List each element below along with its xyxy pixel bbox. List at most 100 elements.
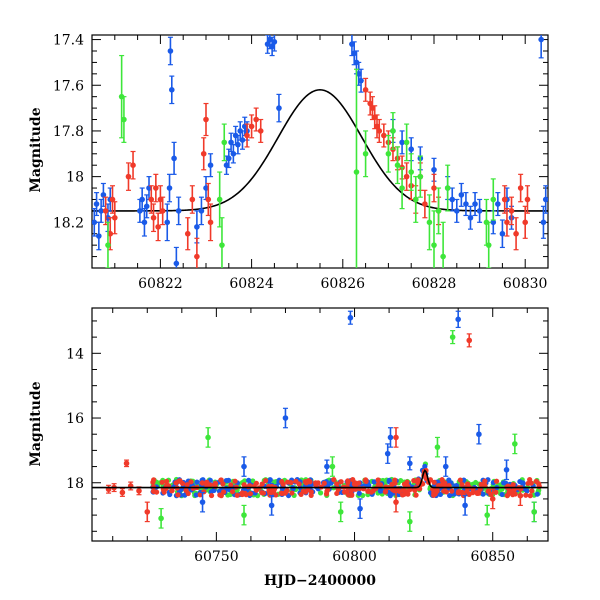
dense-point [441, 488, 447, 494]
dense-point [278, 490, 284, 496]
data-point [403, 123, 410, 162]
y-tick-label: 17.6 [53, 78, 84, 94]
data-point [219, 217, 225, 268]
data-point [442, 456, 449, 477]
data-point [508, 196, 515, 226]
data-point [169, 75, 175, 105]
data-point [109, 185, 116, 214]
data-point [472, 192, 478, 217]
dense-point [529, 488, 535, 494]
data-point [141, 208, 148, 237]
dense-point [439, 477, 445, 483]
data-point [431, 173, 437, 203]
dense-point [279, 479, 285, 485]
data-point [499, 219, 506, 249]
data-point [431, 210, 437, 268]
dense-point [302, 479, 308, 485]
y-tick-label: 18.2 [53, 215, 84, 231]
dense-point [289, 490, 295, 496]
data-point [381, 123, 387, 148]
data-point [226, 148, 232, 169]
dense-point [199, 480, 205, 486]
data-point [282, 407, 289, 429]
data-point [385, 134, 392, 173]
dense-point [411, 478, 417, 484]
data-point [241, 504, 247, 526]
data-point [412, 176, 419, 223]
data-point [467, 205, 474, 230]
data-point [98, 198, 104, 223]
dense-point [455, 490, 461, 496]
dense-point [324, 488, 330, 494]
data-point [374, 114, 380, 139]
data-point [175, 196, 182, 226]
data-point [143, 194, 150, 219]
data-point [476, 423, 482, 445]
data-point [422, 189, 428, 219]
data-point [221, 123, 228, 162]
x-tick-label: 60800 [332, 549, 377, 565]
dense-point [474, 490, 480, 497]
dense-point [368, 489, 374, 495]
dense-point [363, 478, 369, 484]
data-point [166, 173, 173, 203]
dense-point [478, 481, 484, 488]
data-point [125, 162, 132, 191]
data-point [337, 501, 344, 523]
dense-point [351, 481, 357, 487]
dense-point [184, 482, 190, 488]
dense-point [197, 492, 203, 498]
dense-point [232, 478, 238, 484]
dense-point [345, 478, 351, 484]
data-point [159, 196, 166, 226]
data-point [235, 134, 241, 155]
dense-point [288, 479, 294, 486]
top-panel: Magnitude 60822 60824 60826 60828 60830 17.4 1… [28, 33, 549, 292]
dense-point [400, 487, 407, 493]
bottom-panel: Magnitude HJD−2400000 60750 60800 60850 14 1… [28, 307, 549, 589]
dense-point [271, 488, 277, 494]
dense-point [433, 488, 439, 495]
dense-point [449, 488, 455, 494]
dense-point [482, 482, 488, 488]
dense-point [377, 488, 384, 494]
dense-point [151, 488, 157, 495]
dense-point [204, 479, 210, 485]
bottom-xlabel: HJD−2400000 [264, 573, 376, 589]
data-point [362, 77, 369, 102]
dense-point [228, 482, 234, 488]
dense-point [349, 487, 355, 493]
data-point [399, 130, 405, 155]
data-point [121, 96, 127, 143]
data-point [257, 118, 264, 143]
data-point [148, 185, 155, 214]
model-curve [92, 469, 548, 489]
dense-point [356, 480, 362, 486]
data-point [194, 237, 200, 268]
data-point [384, 443, 391, 464]
dense-point [350, 477, 356, 483]
bottom-ticks: 60750 60800 60850 14 16 18 [66, 308, 548, 565]
dense-point [150, 484, 157, 490]
dense-point [221, 489, 227, 495]
data-point [173, 246, 180, 268]
dense-point [371, 479, 377, 485]
dense-point [407, 487, 413, 493]
dense-point [334, 490, 340, 497]
data-point [517, 485, 524, 507]
dense-point [179, 480, 186, 487]
data-point [357, 498, 363, 519]
data-point [105, 484, 112, 494]
dense-point [338, 479, 344, 485]
data-point [387, 427, 394, 448]
dense-point [193, 492, 199, 498]
dense-point [234, 492, 240, 498]
data-point [268, 495, 275, 516]
data-point [130, 150, 136, 180]
data-point [463, 192, 469, 217]
data-point [324, 459, 330, 474]
dense-point [356, 490, 362, 496]
dense-point [253, 487, 260, 493]
dense-point [239, 491, 245, 497]
